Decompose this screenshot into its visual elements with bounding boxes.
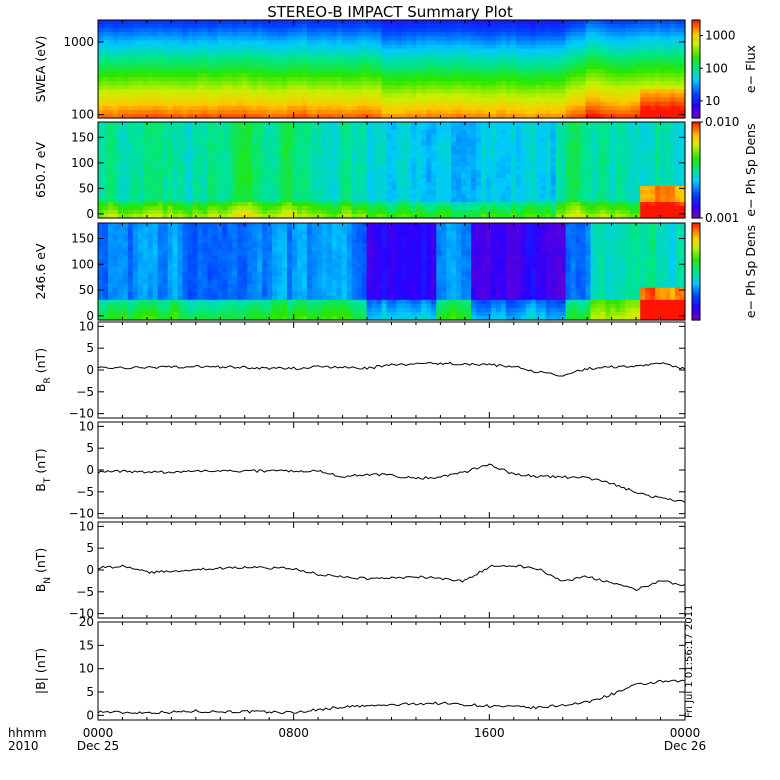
y-axis-label: 246.6 eV: [33, 243, 48, 299]
colorbar-label: e− Ph Sp Dens: [743, 225, 758, 318]
x-tick-label: 2010: [8, 739, 39, 753]
y-tick-label: 100: [71, 257, 94, 271]
field-trace-line: [97, 679, 686, 715]
y-tick-label: 5: [86, 685, 94, 699]
y-axis-label: 650.7 eV: [33, 142, 48, 198]
pad-650-spectrogram: [98, 122, 686, 219]
x-tick-label: Dec 26: [664, 739, 706, 753]
y-tick-label: 1000: [63, 35, 94, 49]
y-tick-label: 10: [79, 519, 94, 533]
y-tick-label: 150: [71, 130, 94, 144]
y-axis-label: BN (nT): [33, 548, 53, 593]
y-tick-label: 15: [79, 638, 94, 652]
generation-stamp: Fri Jul 1 01:56:17 2011: [684, 605, 695, 718]
y-tick-label: 0: [86, 207, 94, 221]
y-tick-label: 20: [79, 615, 94, 629]
colorbar-tick-label: 0.010: [705, 115, 739, 129]
colorbar-tick-label: 0.001: [705, 211, 739, 225]
y-tick-label: −5: [76, 585, 94, 599]
y-tick-label: 0: [86, 708, 94, 722]
y-tick-label: −10: [69, 507, 94, 521]
y-tick-label: 0: [86, 563, 94, 577]
y-axis-label: |B| (nT): [33, 648, 48, 694]
y-tick-label: 0: [86, 463, 94, 477]
y-tick-label: 5: [86, 441, 94, 455]
x-tick-label: Dec 25: [77, 739, 119, 753]
plot-title: STEREO-B IMPACT Summary Plot: [267, 3, 513, 21]
y-tick-label: 50: [79, 283, 94, 297]
x-tick-label: 1600: [474, 726, 505, 740]
flux-colorbar: 10 100 1000 e− Flux: [691, 19, 758, 119]
y-tick-label: 100: [71, 108, 94, 122]
colorbar-tick-label: 100: [705, 61, 728, 75]
field-trace-line: [97, 463, 686, 503]
field-trace-line: [97, 564, 686, 591]
y-tick-label: 5: [86, 541, 94, 555]
y-tick-label: 50: [79, 181, 94, 195]
y-tick-label: −10: [69, 607, 94, 621]
density-colorbar-246: e− Ph Sp Dens: [691, 222, 758, 321]
y-tick-label: 10: [79, 319, 94, 333]
x-tick-label: 0800: [278, 726, 309, 740]
x-tick-label: 0000: [670, 726, 701, 740]
colorbar-tick-label: 10: [705, 94, 720, 108]
field-trace-line: [97, 361, 686, 377]
y-tick-label: 100: [71, 156, 94, 170]
y-tick-label: −5: [76, 385, 94, 399]
y-axis-label: SWEA (eV): [33, 36, 48, 103]
density-colorbar-650: 0.001 0.010 e− Ph Sp Dens: [691, 115, 758, 225]
colorbar-tick-label: 1000: [705, 29, 736, 43]
y-tick-label: 0: [86, 363, 94, 377]
y-tick-label: 5: [86, 341, 94, 355]
field-traces: [97, 361, 686, 715]
y-tick-label: 10: [79, 662, 94, 676]
colorbar-label: e− Flux: [743, 45, 758, 93]
pad-246-spectrogram: [98, 223, 686, 321]
y-axis-label: BT (nT): [33, 448, 53, 491]
swea-spectrogram: [98, 20, 686, 119]
colorbar-label: e− Ph Sp Dens: [743, 123, 758, 216]
y-tick-label: 10: [79, 419, 94, 433]
y-tick-label: −10: [69, 407, 94, 421]
y-tick-label: 0: [86, 309, 94, 323]
y-axis-label: BR (nT): [33, 348, 53, 392]
x-tick-label: 0000: [83, 726, 114, 740]
x-tick-label: hhmm: [8, 726, 47, 740]
y-tick-label: −5: [76, 485, 94, 499]
y-tick-label: 150: [71, 231, 94, 245]
